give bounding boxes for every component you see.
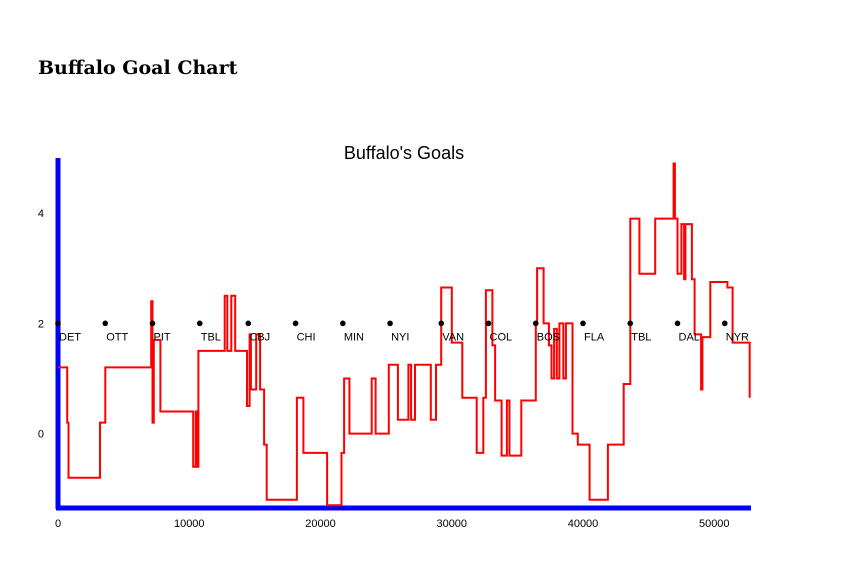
- team-label: COL: [490, 331, 513, 343]
- team-label: OTT: [106, 331, 128, 343]
- game-marker: [292, 320, 299, 327]
- game-marker: [196, 320, 203, 327]
- team-label: DAL: [679, 331, 700, 343]
- team-label: PIT: [154, 331, 171, 343]
- game-marker: [485, 320, 492, 327]
- x-tick-label: 0: [55, 518, 61, 530]
- chart-title: Buffalo's Goals: [344, 143, 464, 163]
- x-tick-label: 30000: [436, 518, 467, 530]
- x-tick-label: 50000: [699, 518, 730, 530]
- goal-series-line: [58, 162, 751, 507]
- game-marker: [438, 320, 445, 327]
- page-title: Buffalo Goal Chart: [38, 57, 238, 79]
- game-marker: [102, 320, 109, 327]
- y-tick-label: 0: [38, 429, 44, 441]
- game-marker: [532, 320, 539, 327]
- series: [58, 162, 751, 507]
- x-tick-label: 40000: [568, 518, 599, 530]
- team-label: FLA: [584, 331, 605, 343]
- game-marker: [721, 320, 728, 327]
- team-label: TBL: [631, 331, 651, 343]
- ticks: 0 10000 20000 30000 40000 50000 0 2 4: [38, 208, 730, 530]
- x-tick-label: 20000: [305, 518, 336, 530]
- axes: [55, 158, 751, 511]
- team-label: CHI: [297, 331, 316, 343]
- y-tick-label: 2: [38, 318, 44, 330]
- markers: DET OTT PIT TBL CBJ CHI MIN NYI VAN COL BOS FLA TBL D…: [55, 320, 749, 343]
- team-label: BOS: [537, 331, 560, 343]
- game-marker: [149, 320, 156, 327]
- game-marker: [387, 320, 393, 327]
- team-label: CBJ: [249, 331, 270, 343]
- team-label: DET: [59, 331, 81, 343]
- team-label: MIN: [344, 331, 364, 343]
- team-label: TBL: [201, 331, 221, 343]
- team-label: NYI: [391, 331, 409, 343]
- team-label: NYR: [726, 331, 749, 343]
- game-marker: [55, 320, 61, 327]
- x-tick-label: 10000: [174, 518, 205, 530]
- y-tick-label: 4: [38, 208, 44, 220]
- game-marker: [674, 320, 681, 327]
- game-marker: [580, 320, 586, 327]
- team-label: VAN: [442, 331, 464, 343]
- game-marker: [627, 320, 634, 327]
- game-marker: [340, 320, 346, 327]
- game-marker: [245, 320, 252, 327]
